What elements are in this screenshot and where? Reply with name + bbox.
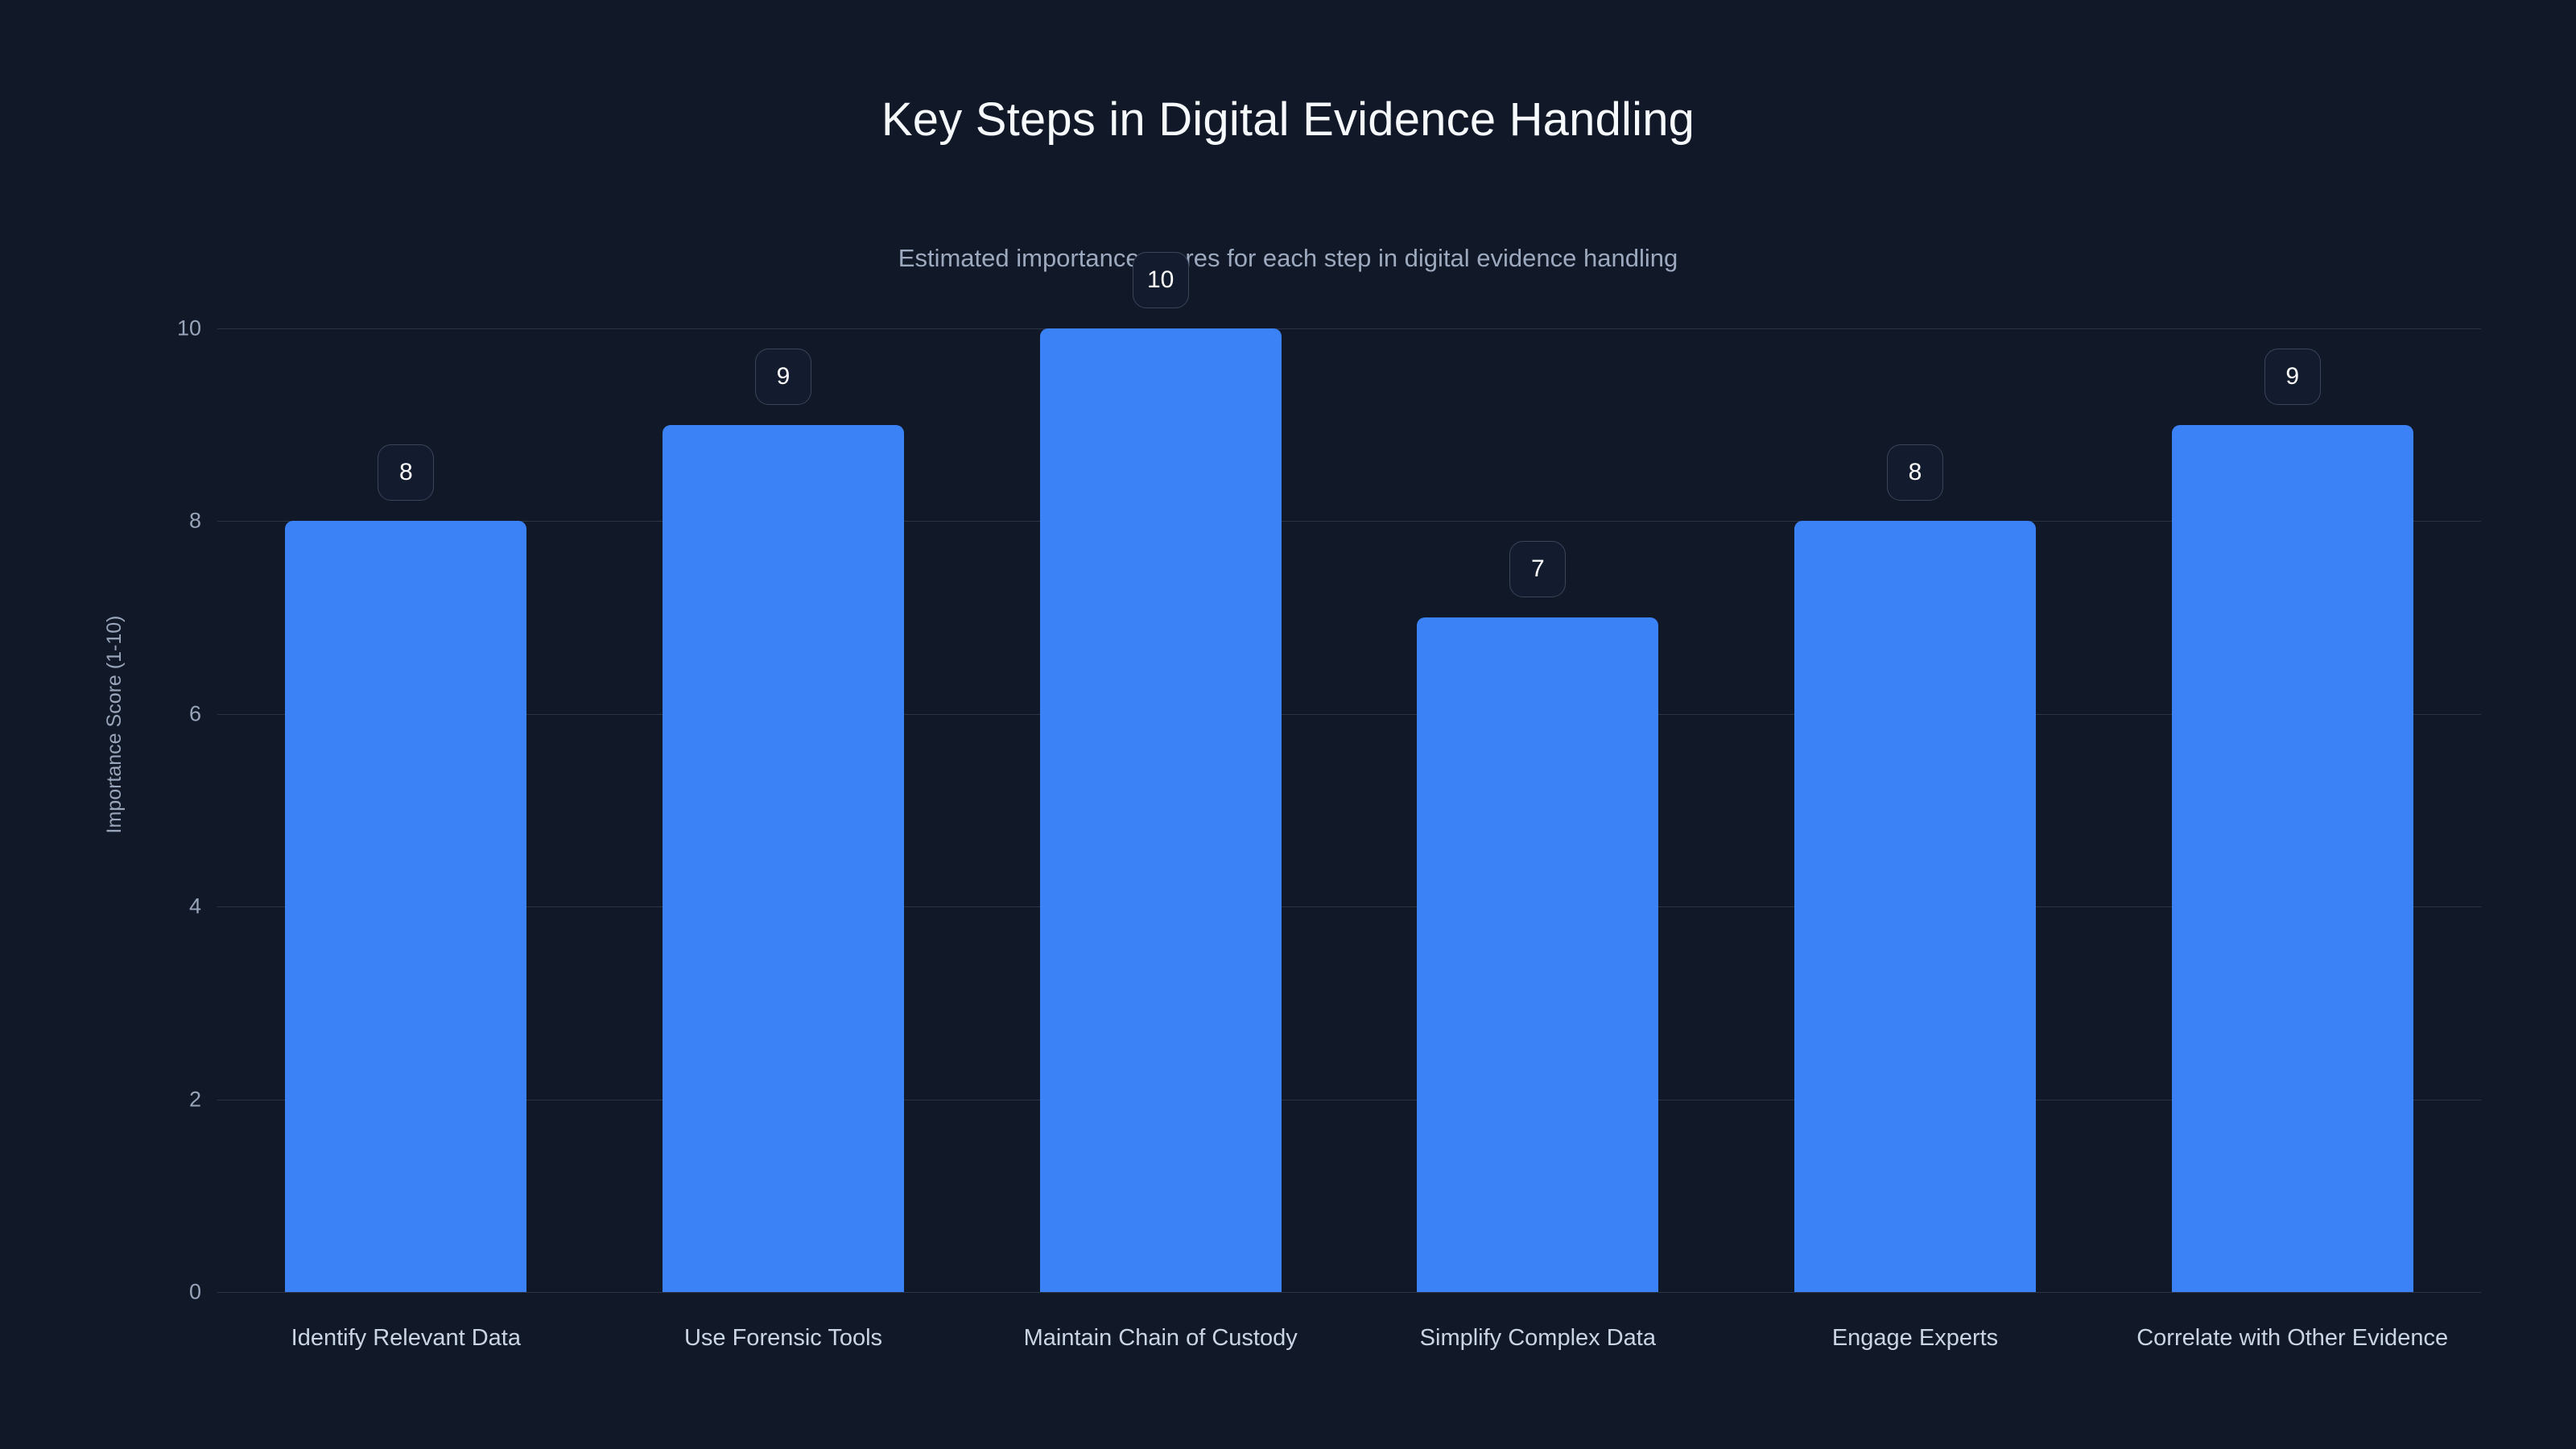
gridline [217,906,2481,908]
bar[interactable] [1039,328,1282,1292]
bar[interactable] [1794,521,2036,1292]
y-axis-tick-label: 6 [188,701,201,726]
gridline [217,1292,2481,1293]
x-axis-tick-label: Maintain Chain of Custody [1023,1325,1298,1351]
y-axis-tick-label: 2 [188,1087,201,1112]
x-axis-tick-label: Use Forensic Tools [683,1325,883,1351]
x-axis-tick-label: Simplify Complex Data [1419,1325,1656,1351]
bar[interactable] [663,424,904,1292]
plot-area: 0 2 4 6 8 10 8 9 10 7 8 9 [177,252,2481,1302]
bar-value-label: 9 [2264,348,2321,405]
bar[interactable] [1417,617,1659,1292]
y-axis-tick-label: 4 [188,894,201,919]
gridline [217,521,2481,522]
y-axis-tick-label: 8 [188,508,201,533]
y-axis-tick-label: 0 [188,1279,201,1304]
bar-value-label: 7 [1509,541,1567,598]
bar-value-label: 9 [755,348,811,405]
bar-value-label: 8 [378,444,435,502]
gridline [217,328,2481,329]
bar-value-label: 8 [1887,444,1943,502]
bar-value-label: 10 [1132,252,1189,308]
y-axis-tick-label: 10 [176,316,201,341]
gridline [217,713,2481,715]
x-axis-tick-label: Identify Relevant Data [291,1325,521,1351]
chart-title: Key Steps in Digital Evidence Handling [881,93,1695,146]
bar[interactable] [2171,424,2413,1292]
x-axis-tick-label: Correlate with Other Evidence [2136,1325,2449,1351]
chart-subtitle: Estimated importance scores for each ste… [898,244,1678,272]
bar[interactable] [285,521,527,1292]
x-axis-tick-label: Engage Experts [1831,1325,1999,1351]
